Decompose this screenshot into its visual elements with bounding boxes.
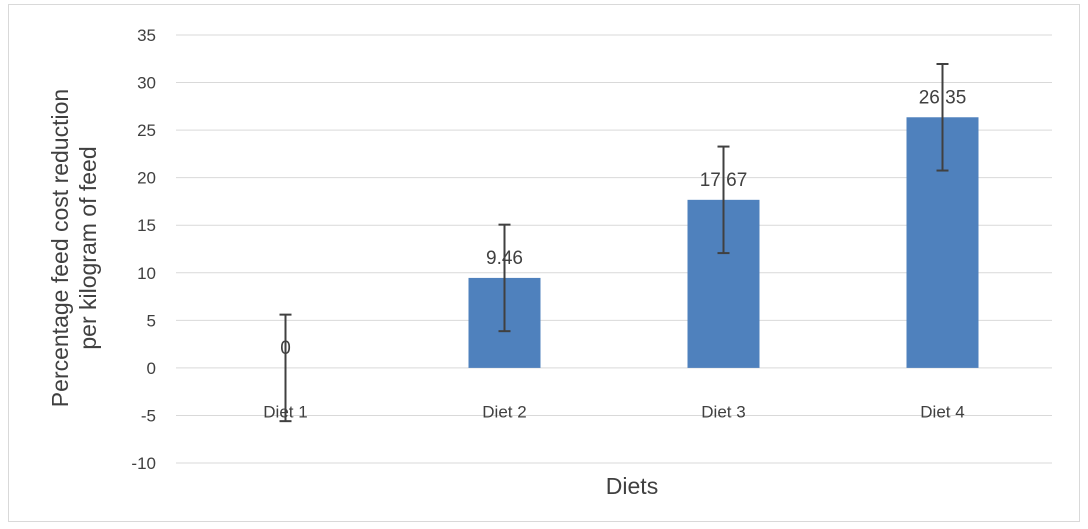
y-tick-label: 25 [137,121,156,140]
x-axis-ticks: Diet 1 Diet 2 Diet 3 Diet 4 [263,402,964,421]
error-bars [279,63,949,423]
y-axis-ticks: 35 30 25 20 15 10 5 0 -5 -10 [131,26,156,473]
y-tick-label: 10 [137,264,156,283]
data-label: 9.46 [486,248,523,269]
y-tick-label: 0 [147,359,156,378]
data-label: 17.67 [700,170,748,191]
chart-frame [8,4,1080,522]
y-axis-title-line-1: Percentage feed cost reduction [47,89,73,407]
x-tick-label: Diet 2 [482,402,526,421]
error-bar-2 [498,223,511,333]
gridlines [176,34,1052,464]
y-tick-label: 35 [137,26,156,45]
data-label: 0 [280,338,291,359]
x-tick-label: Diet 1 [263,402,307,421]
x-tick-label: Diet 4 [920,402,964,421]
data-labels: 0 9.46 17.67 26.35 [280,87,966,359]
error-bar-3 [717,145,730,255]
x-axis-title: Diets [606,473,658,499]
y-tick-label: 15 [137,216,156,235]
y-tick-label: 20 [137,169,156,188]
error-bar-1 [279,313,292,423]
error-bar-4 [936,63,949,172]
y-tick-label: -10 [131,454,156,473]
x-tick-label: Diet 3 [701,402,745,421]
y-tick-label: -5 [141,406,156,425]
y-axis-title: Percentage feed cost reduction per kilog… [47,89,101,407]
y-axis-title-line-2: per kilogram of feed [75,146,101,349]
y-tick-label: 5 [147,311,156,330]
data-label: 26.35 [919,87,967,108]
y-tick-label: 30 [137,74,156,93]
